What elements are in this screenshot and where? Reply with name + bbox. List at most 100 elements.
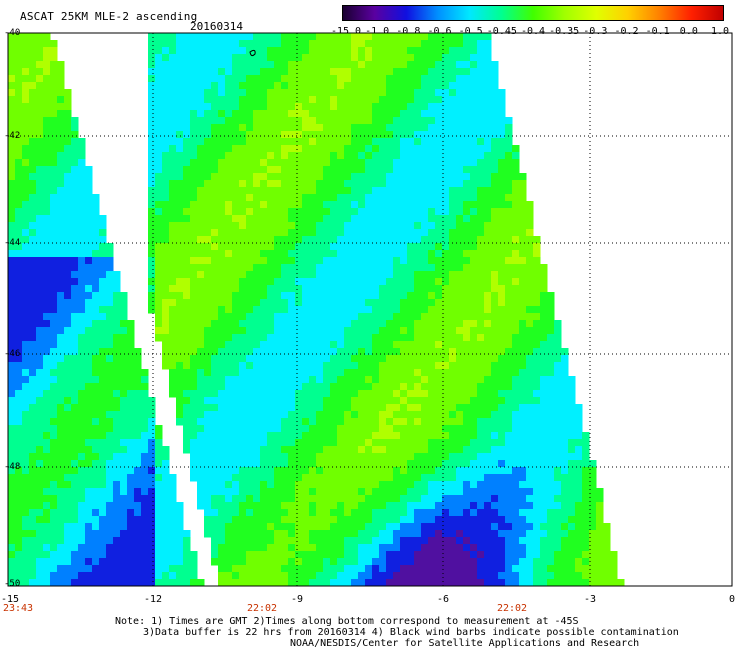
- swath-pixel: [162, 138, 170, 146]
- swath-pixel: [22, 180, 30, 188]
- swath-pixel: [379, 47, 387, 55]
- swath-pixel: [386, 355, 394, 363]
- swath-pixel: [533, 502, 541, 510]
- swath-pixel: [554, 488, 562, 496]
- swath-pixel: [43, 222, 51, 230]
- swath-pixel: [323, 488, 331, 496]
- swath-pixel: [50, 320, 58, 328]
- swath-pixel: [274, 82, 282, 90]
- swath-pixel: [274, 425, 282, 433]
- swath-pixel: [526, 509, 534, 517]
- swath-pixel: [169, 96, 177, 104]
- swath-pixel: [365, 159, 373, 167]
- swath-pixel: [435, 278, 443, 286]
- swath-pixel: [57, 166, 65, 174]
- swath-pixel: [239, 397, 247, 405]
- swath-pixel: [456, 54, 464, 62]
- swath-pixel: [393, 103, 401, 111]
- swath-pixel: [372, 383, 380, 391]
- swath-pixel: [148, 439, 156, 447]
- swath-pixel: [435, 159, 443, 167]
- swath-pixel: [239, 362, 247, 370]
- swath-pixel: [379, 54, 387, 62]
- swath-pixel: [281, 194, 289, 202]
- swath-pixel: [386, 110, 394, 118]
- swath-pixel: [428, 194, 436, 202]
- swath-pixel: [225, 376, 233, 384]
- swath-pixel: [533, 432, 541, 440]
- swath-pixel: [414, 117, 422, 125]
- swath-pixel: [316, 40, 324, 48]
- swath-pixel: [309, 201, 317, 209]
- swath-pixel: [449, 145, 457, 153]
- swath-pixel: [260, 61, 268, 69]
- swath-pixel: [491, 306, 499, 314]
- swath-pixel: [267, 495, 275, 503]
- swath-pixel: [540, 397, 548, 405]
- swath-pixel: [267, 271, 275, 279]
- swath-pixel: [29, 82, 37, 90]
- swath-pixel: [526, 411, 534, 419]
- swath-pixel: [463, 320, 471, 328]
- swath-pixel: [358, 453, 366, 461]
- swath-pixel: [386, 89, 394, 97]
- swath-pixel: [470, 89, 478, 97]
- swath-pixel: [267, 439, 275, 447]
- swath-pixel: [260, 124, 268, 132]
- swath-pixel: [316, 411, 324, 419]
- swath-pixel: [29, 481, 37, 489]
- swath-pixel: [169, 383, 177, 391]
- swath-pixel: [302, 54, 310, 62]
- swath-pixel: [547, 306, 555, 314]
- swath-pixel: [85, 180, 93, 188]
- swath-pixel: [246, 369, 254, 377]
- swath-pixel: [449, 432, 457, 440]
- swath-pixel: [372, 509, 380, 517]
- swath-pixel: [491, 124, 499, 132]
- swath-pixel: [519, 439, 527, 447]
- swath-pixel: [428, 341, 436, 349]
- swath-pixel: [190, 96, 198, 104]
- swath-pixel: [78, 180, 86, 188]
- swath-pixel: [358, 152, 366, 160]
- swath-pixel: [267, 145, 275, 153]
- swath-pixel: [281, 488, 289, 496]
- swath-pixel: [218, 299, 226, 307]
- swath-pixel: [295, 446, 303, 454]
- swath-pixel: [274, 180, 282, 188]
- swath-pixel: [379, 495, 387, 503]
- swath-pixel: [365, 47, 373, 55]
- swath-pixel: [470, 82, 478, 90]
- swath-pixel: [274, 96, 282, 104]
- swath-pixel: [99, 327, 107, 335]
- swath-pixel: [491, 439, 499, 447]
- swath-pixel: [50, 54, 58, 62]
- swath-pixel: [204, 502, 212, 510]
- swath-pixel: [477, 383, 485, 391]
- swath-pixel: [435, 446, 443, 454]
- swath-pixel: [386, 488, 394, 496]
- swath-pixel: [295, 369, 303, 377]
- swath-pixel: [71, 460, 79, 468]
- swath-pixel: [407, 411, 415, 419]
- swath-pixel: [484, 404, 492, 412]
- swath-pixel: [519, 173, 527, 181]
- swath-pixel: [407, 488, 415, 496]
- swath-pixel: [190, 138, 198, 146]
- swath-pixel: [421, 180, 429, 188]
- swath-pixel: [85, 208, 93, 216]
- swath-pixel: [239, 334, 247, 342]
- swath-pixel: [400, 33, 408, 41]
- swath-pixel: [400, 488, 408, 496]
- swath-pixel: [92, 320, 100, 328]
- swath-pixel: [57, 383, 65, 391]
- swath-pixel: [246, 446, 254, 454]
- swath-pixel: [260, 75, 268, 83]
- swath-pixel: [316, 348, 324, 356]
- swath-pixel: [526, 425, 534, 433]
- swath-pixel: [22, 383, 30, 391]
- swath-pixel: [365, 376, 373, 384]
- swath-pixel: [491, 516, 499, 524]
- swath-pixel: [246, 411, 254, 419]
- swath-pixel: [470, 68, 478, 76]
